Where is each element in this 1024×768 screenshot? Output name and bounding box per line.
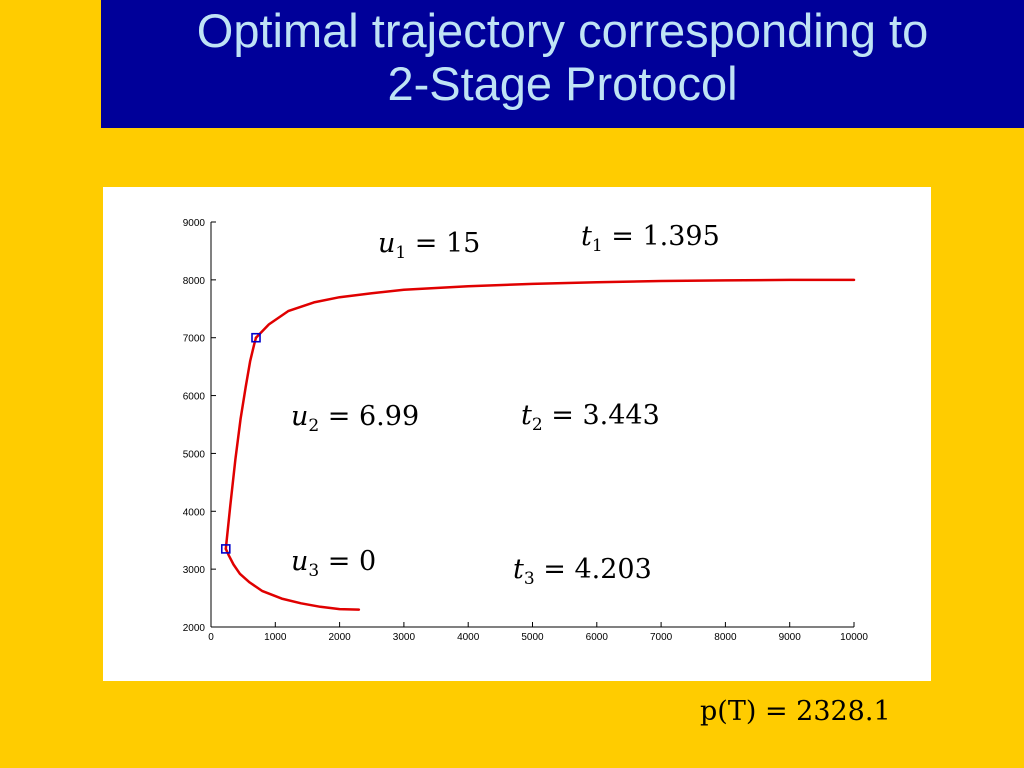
trajectory-curves [224,278,856,611]
annotation-u2: u2 = 6.99 [291,401,419,436]
annotation-t3: t3 = 4.203 [513,554,652,589]
x-tick-label: 2000 [328,632,351,643]
trajectory-segment-2 [224,336,258,551]
y-tick-label: 8000 [183,276,206,287]
title-banner: Optimal trajectory corresponding to 2-St… [101,0,1024,128]
y-tick-label: 5000 [183,449,206,460]
switch-point-marker-2 [251,332,261,343]
x-tick-label: 6000 [586,632,609,643]
x-tick-label: 9000 [779,632,802,643]
x-tick-label: 3000 [393,632,416,643]
chart-panel: 2000 3000 4000 5000 6000 7000 8000 9000 0 1000 200… [103,187,931,681]
y-tick-label: 9000 [183,218,206,229]
x-tick-label: 10000 [840,632,868,643]
slide-title-line-1: Optimal trajectory corresponding to [196,4,929,57]
y-tick-label: 2000 [183,623,206,634]
annotation-t1: t1 = 1.395 [581,221,720,256]
trajectory-segment-1 [224,547,361,611]
trajectory-segment-3 [254,278,856,339]
annotation-u3: u3 = 0 [291,546,376,581]
final-value-label: p(T) = 2328.1 [700,696,891,727]
x-tick-label: 4000 [457,632,480,643]
y-tick-label: 3000 [183,565,206,576]
stage-annotations: u1 = 15 t1 = 1.395 u2 = 6.99 t2 = 3.443 u3 =… [291,221,720,589]
x-tick-label: 0 [208,632,214,643]
y-tick-label: 7000 [183,334,206,345]
x-tick-label: 7000 [650,632,673,643]
switch-point-marker-1 [220,544,231,554]
chart-axes: 2000 3000 4000 5000 6000 7000 8000 9000 0 1000 200… [183,218,869,643]
slide-title-line-2: 2-Stage Protocol [387,57,738,110]
trajectory-chart: 2000 3000 4000 5000 6000 7000 8000 9000 0 1000 200… [183,218,869,643]
y-tick-label: 4000 [183,507,206,518]
switch-markers [220,332,261,554]
x-tick-label: 1000 [264,632,287,643]
x-tick-label: 5000 [521,632,544,643]
annotation-t2: t2 = 3.443 [521,400,660,435]
y-tick-label: 6000 [183,392,206,403]
x-tick-label: 8000 [714,632,737,643]
annotation-u1: u1 = 15 [378,228,480,263]
